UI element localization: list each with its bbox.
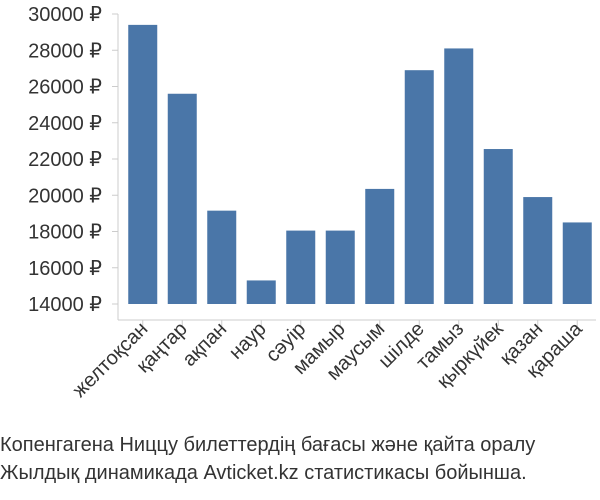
bar-0 [128, 24, 158, 304]
bar-7 [404, 70, 434, 304]
bar-1 [167, 93, 197, 304]
y-tick-label: 18000 ₽ [28, 222, 102, 244]
bar-5 [325, 230, 355, 304]
bar-3 [246, 280, 276, 304]
axes [117, 14, 596, 321]
y-tick-label: 22000 ₽ [28, 149, 102, 171]
bar-11 [562, 222, 592, 304]
bar-10 [523, 197, 553, 304]
y-tick-label: 20000 ₽ [28, 185, 102, 207]
y-tick-label: 28000 ₽ [28, 40, 102, 62]
y-tick-label: 30000 ₽ [28, 4, 102, 26]
bar-chart: 14000 ₽ 16000 ₽ 18000 ₽ 20000 ₽ 22000 ₽ 24000… [28, 4, 596, 402]
bar-6 [365, 188, 395, 304]
y-tick-label: 16000 ₽ [28, 258, 102, 280]
bar-2 [207, 210, 237, 304]
caption-line-1: Копенгагена Ниццу билеттердің бағасы жән… [0, 434, 536, 456]
y-tick-label: 26000 ₽ [28, 77, 102, 99]
x-category-label: ақпан [178, 318, 231, 371]
y-tick-label: 14000 ₽ [28, 294, 102, 316]
y-tick-label: 24000 ₽ [28, 113, 102, 135]
x-category-labels: желтоқсанқаңтарақпаннаурсәуірмамырмаусым… [69, 317, 588, 401]
bars [128, 24, 592, 304]
bar-8 [444, 48, 474, 304]
bar-9 [483, 149, 513, 304]
x-category-label: наур [225, 318, 271, 364]
caption-line-2: Жылдық динамикада Avticket.kz статистика… [0, 462, 527, 484]
y-tick-labels: 14000 ₽ 16000 ₽ 18000 ₽ 20000 ₽ 22000 ₽ 24000… [28, 4, 118, 316]
bar-4 [286, 230, 316, 304]
